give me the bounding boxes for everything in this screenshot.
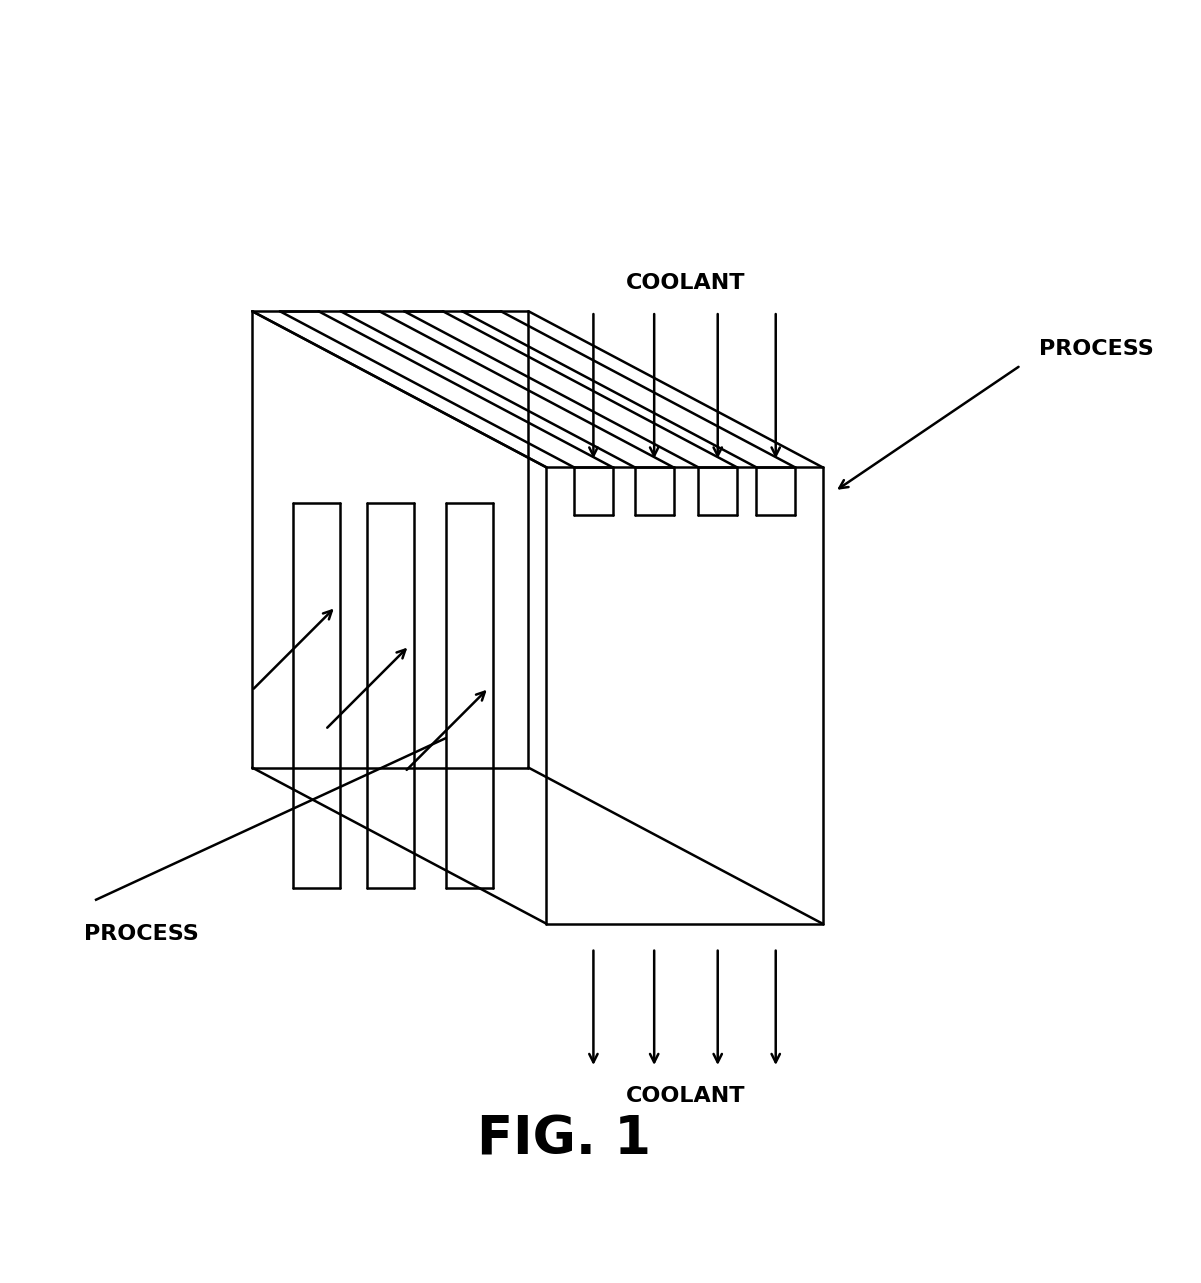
Text: PROCESS: PROCESS [1039, 339, 1154, 359]
Text: COOLANT: COOLANT [626, 1085, 745, 1106]
Text: PROCESS: PROCESS [84, 924, 199, 944]
Text: FIG. 1: FIG. 1 [478, 1114, 651, 1166]
Text: COOLANT: COOLANT [626, 273, 746, 294]
